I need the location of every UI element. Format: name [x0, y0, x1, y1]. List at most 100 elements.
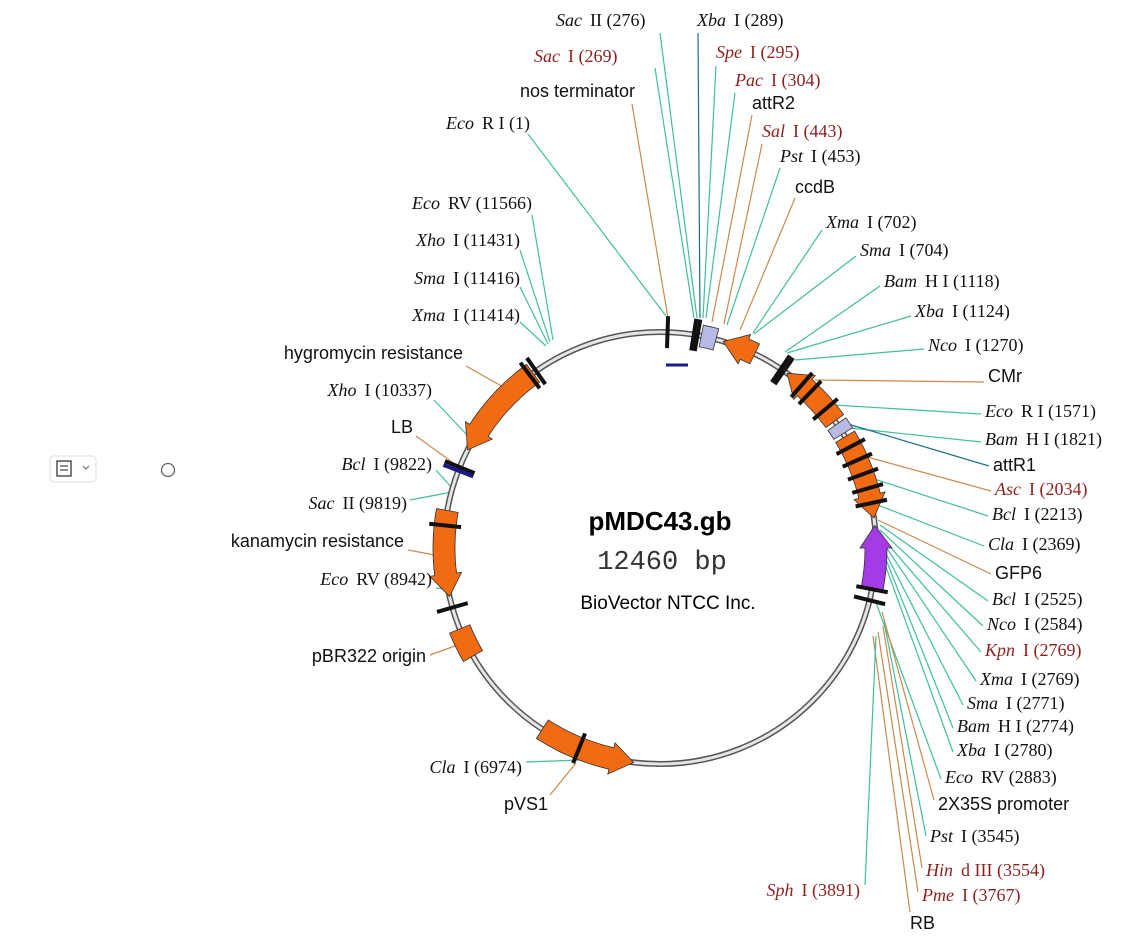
cut-site — [664, 316, 671, 349]
site-label: CMr — [988, 366, 1022, 386]
label-line — [784, 285, 881, 353]
label-line — [879, 529, 984, 627]
label-line — [723, 143, 763, 325]
enzyme-name: Sma — [860, 240, 891, 260]
feature-arc — [722, 333, 761, 365]
site-label: Xba I (2780) — [956, 740, 1052, 761]
site-label: Bam H I (2774) — [957, 716, 1074, 737]
site-position: I (453) — [811, 146, 860, 167]
site-label: Pst I (453) — [779, 146, 861, 167]
label-line — [794, 348, 925, 361]
site-position: I (11416) — [453, 268, 520, 289]
site-position: R I (1) — [482, 113, 530, 134]
site-position: RV (11566) — [448, 193, 532, 214]
enzyme-name: Pst — [929, 826, 954, 846]
site-position: I (2369) — [1022, 534, 1080, 555]
enzyme-name: Sph — [767, 880, 794, 900]
enzyme-name: Pst — [779, 146, 804, 166]
site-position: I (2034) — [1029, 479, 1087, 500]
label-line — [869, 501, 985, 547]
site-label: RB — [910, 913, 935, 933]
label-line — [879, 537, 977, 682]
cut-site — [689, 318, 699, 351]
label-line — [849, 427, 982, 443]
site-label: Pme I (3767) — [921, 885, 1020, 906]
site-position: I (11431) — [453, 230, 520, 251]
site-position: I (3767) — [962, 885, 1020, 906]
enzyme-name: Bam — [957, 716, 990, 736]
enzyme-name: Nco — [927, 335, 957, 355]
site-label: Hin d III (3554) — [925, 860, 1045, 881]
site-label: Eco R I (1571) — [984, 401, 1096, 422]
label-line — [877, 544, 954, 753]
cut-site — [773, 356, 795, 386]
enzyme-name: Xho — [327, 380, 357, 400]
site-position: I (1124) — [952, 301, 1010, 322]
site-label: pBR322 origin — [312, 646, 426, 666]
map-size: 12460 bp — [597, 548, 727, 578]
label-line — [697, 32, 701, 319]
map-title: pMDC43.gb — [589, 506, 732, 536]
site-label: Eco RV (8942) — [319, 569, 432, 590]
site-label: attR1 — [993, 455, 1036, 475]
site-position: I (269) — [568, 46, 617, 67]
cut-site — [811, 397, 840, 421]
site-label: Sac II (9819) — [309, 493, 407, 514]
label-line — [739, 197, 796, 331]
enzyme-name: Xma — [825, 212, 859, 232]
site-label: ccdB — [795, 177, 835, 197]
site-label: Bcl I (2525) — [992, 589, 1082, 610]
enzyme-name: Xba — [914, 301, 944, 321]
icon-glyph — [56, 460, 72, 477]
site-label: Xba I (1124) — [914, 301, 1010, 322]
cut-site — [444, 459, 476, 475]
cut-site — [525, 356, 547, 386]
enzyme-name: Hin — [925, 860, 953, 880]
site-label: Xma I (702) — [825, 212, 916, 233]
site-position: I (2769) — [1021, 669, 1079, 690]
cut-site — [855, 497, 888, 509]
site-position: d III (3554) — [961, 860, 1045, 881]
site-position: I (2780) — [994, 740, 1052, 761]
site-position: I (295) — [750, 42, 799, 63]
label-line — [833, 404, 982, 415]
label-line — [702, 65, 717, 319]
site-label: Sac I (269) — [534, 46, 617, 67]
site-label: Cla I (6974) — [430, 757, 523, 778]
cut-sites — [429, 316, 889, 764]
feature-arc — [428, 508, 463, 598]
label-line — [465, 365, 506, 389]
enzyme-name: Pac — [734, 70, 763, 90]
site-position: H I (2774) — [998, 716, 1074, 737]
cut-site — [770, 354, 792, 384]
label-line — [654, 67, 695, 319]
enzyme-name: Sma — [414, 268, 445, 288]
label-line — [881, 611, 935, 801]
enzyme-name: Eco — [984, 401, 1013, 421]
site-label: Pac I (304) — [734, 70, 820, 91]
label-line — [864, 475, 989, 517]
label-line — [882, 625, 923, 869]
site-label: Sph I (3891) — [767, 880, 860, 901]
site-label: GFP6 — [995, 563, 1042, 583]
enzyme-name: Xba — [696, 10, 726, 30]
radio-button[interactable] — [160, 462, 176, 478]
site-position: I (10337) — [365, 380, 432, 401]
site-label: Sma I (2771) — [967, 693, 1064, 714]
cut-site — [841, 451, 873, 469]
feature-arc — [698, 324, 720, 351]
label-line — [879, 524, 989, 602]
site-label: Spe I (295) — [716, 42, 799, 63]
label-line — [705, 92, 736, 319]
site-label: hygromycin resistance — [284, 343, 463, 363]
site-position: I (2213) — [1024, 504, 1082, 525]
site-label: LB — [391, 417, 413, 437]
feature-arc — [464, 363, 541, 451]
cut-site — [851, 482, 884, 495]
enzyme-name: Eco — [411, 193, 440, 213]
label-line — [883, 621, 927, 837]
site-position: H I (1821) — [1026, 429, 1102, 450]
enzyme-name: Bam — [985, 429, 1018, 449]
toolbar-icon[interactable] — [49, 455, 97, 483]
